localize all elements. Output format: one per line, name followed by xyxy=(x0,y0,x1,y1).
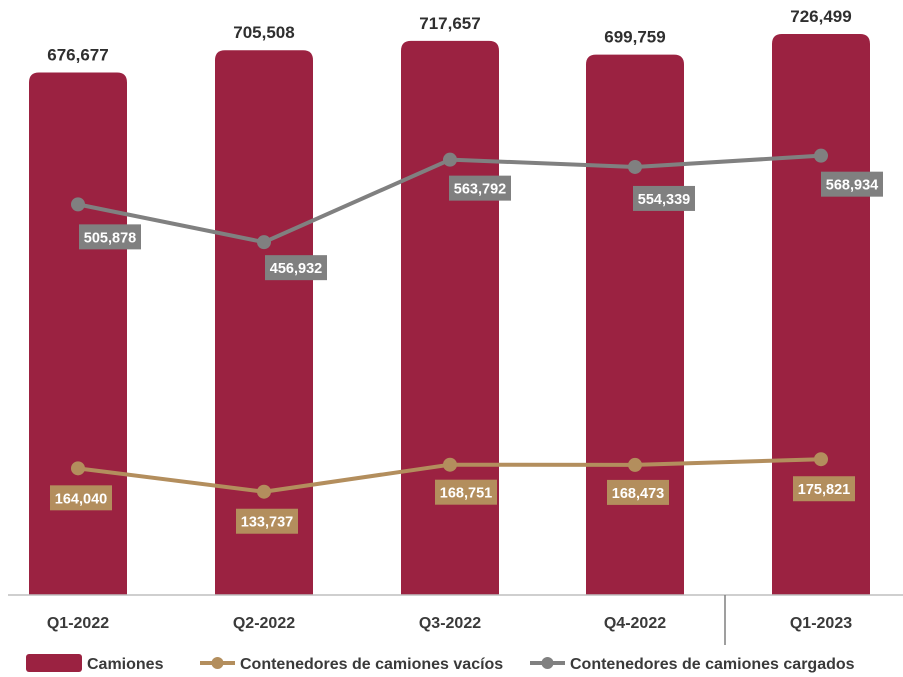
line-point xyxy=(628,457,642,472)
legend-marker xyxy=(541,657,554,669)
bar-q1-2022 xyxy=(29,72,127,596)
line-point xyxy=(814,452,828,467)
point-label-box xyxy=(50,485,112,511)
legend-label: Contenedores de camiones vacíos xyxy=(240,656,503,673)
point-label-box xyxy=(449,175,511,201)
point-label-box xyxy=(607,479,669,505)
category-label: Q3-2022 xyxy=(419,615,481,632)
category-label: Q4-2022 xyxy=(604,615,666,632)
point-label-box xyxy=(236,508,298,534)
legend: Camiones Contenedores de camiones vacíos C… xyxy=(26,654,855,673)
lines-layer: 505,878 456,932 563,792 554,339 568,934 164,0… xyxy=(50,148,883,534)
point-label-box xyxy=(633,185,695,211)
point-value-label: 568,934 xyxy=(826,178,878,194)
bar-q1-2023 xyxy=(772,34,870,595)
legend-swatch-camiones xyxy=(26,654,82,672)
bar-value-label: 676,677 xyxy=(47,45,108,64)
point-label-box xyxy=(79,224,141,250)
bar-q4-2022 xyxy=(586,54,684,595)
category-labels-layer: Q1-2022 Q2-2022 Q3-2022 Q4-2022 Q1-2023 xyxy=(47,615,852,632)
point-label-box xyxy=(821,171,883,197)
point-value-label: 164,040 xyxy=(55,491,107,507)
bar-value-label: 705,508 xyxy=(233,23,294,42)
line-point xyxy=(257,235,271,250)
point-label-box xyxy=(435,479,497,505)
bar-value-label: 699,759 xyxy=(604,28,665,47)
legend-label: Contenedores de camiones cargados xyxy=(570,656,855,673)
line-point xyxy=(814,148,828,163)
category-label: Q1-2023 xyxy=(790,615,852,632)
legend-label: Camiones xyxy=(87,656,164,673)
point-value-label: 175,821 xyxy=(798,482,850,498)
category-label: Q1-2022 xyxy=(47,615,109,632)
point-label-box xyxy=(265,255,327,281)
bar-value-label: 717,657 xyxy=(419,14,480,33)
point-value-label: 168,751 xyxy=(440,486,492,502)
point-value-label: 505,878 xyxy=(84,230,136,246)
line-point xyxy=(628,159,642,174)
bar-labels-layer: 676,677 705,508 717,657 699,759 726,499 xyxy=(47,7,851,64)
bars-layer xyxy=(29,34,870,596)
bar-q2-2022 xyxy=(215,50,313,596)
point-value-label: 168,473 xyxy=(612,486,664,502)
point-value-label: 554,339 xyxy=(638,192,690,208)
line-point xyxy=(71,197,85,212)
line-point xyxy=(443,152,457,167)
legend-marker xyxy=(211,657,224,669)
line-point xyxy=(443,457,457,472)
category-label: Q2-2022 xyxy=(233,615,295,632)
point-value-label: 133,737 xyxy=(241,515,293,531)
bar-q3-2022 xyxy=(401,40,499,596)
line-point xyxy=(257,484,271,499)
point-label-box xyxy=(793,476,855,502)
point-value-label: 456,932 xyxy=(270,261,322,277)
point-value-label: 563,792 xyxy=(454,182,506,198)
line-point xyxy=(71,461,85,476)
bar-value-label: 726,499 xyxy=(790,7,851,26)
